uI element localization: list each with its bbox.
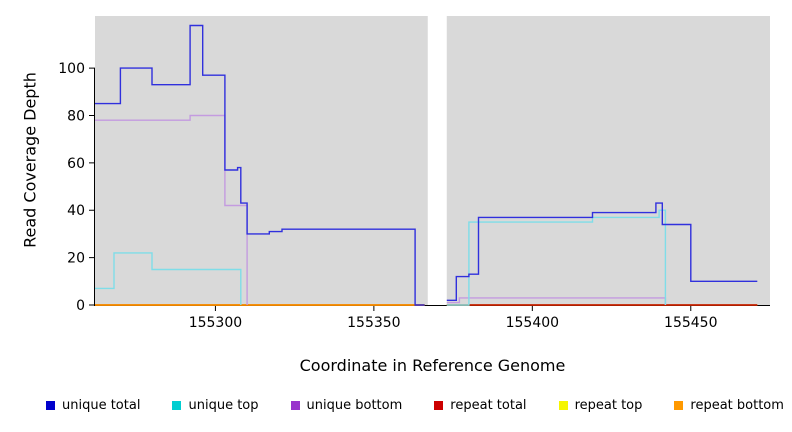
legend-label: repeat bottom xyxy=(690,398,784,413)
legend-item-repeat-top: repeat top xyxy=(558,398,643,413)
y-tick-label: 0 xyxy=(76,298,85,314)
series-unique-total xyxy=(95,24,758,306)
legend-label: unique top xyxy=(188,398,259,413)
legend-swatch-icon xyxy=(172,401,182,410)
legend-swatch-icon xyxy=(46,401,55,410)
x-tick-label: 155350 xyxy=(347,315,400,331)
legend-swatch-icon xyxy=(290,401,300,410)
legend-swatch-icon xyxy=(674,401,684,410)
y-tick-label: 20 xyxy=(67,251,85,267)
legend-item-repeat-total: repeat total xyxy=(434,398,527,413)
y-tick-label: 80 xyxy=(67,108,85,124)
legend-item-unique-bottom: unique bottom xyxy=(290,398,403,413)
legend-item-unique-top: unique top xyxy=(172,398,259,413)
coverage-gap-band xyxy=(427,16,447,305)
legend: unique total unique top unique bottom repea… xyxy=(46,398,784,413)
y-tick-label: 100 xyxy=(58,61,85,77)
legend-label: unique total xyxy=(62,398,141,413)
legend-label: repeat total xyxy=(450,398,527,413)
plot-area: 155300 155350 155400 155450 0 20 40 60 80 100 xyxy=(58,16,770,331)
x-tick-label: 155300 xyxy=(189,315,242,331)
legend-item-unique-total: unique total xyxy=(46,398,140,413)
x-axis-title: Coordinate in Reference Genome xyxy=(299,356,566,375)
x-tick-label: 155450 xyxy=(664,315,717,331)
legend-label: unique bottom xyxy=(306,398,403,413)
x-tick-label: 155400 xyxy=(506,315,559,331)
y-tick-label: 60 xyxy=(67,156,85,172)
legend-swatch-icon xyxy=(434,401,444,410)
legend-swatch-icon xyxy=(558,401,568,410)
legend-label: repeat top xyxy=(574,398,643,413)
legend-item-repeat-bottom: repeat bottom xyxy=(674,398,784,413)
y-tick-label: 40 xyxy=(67,203,85,219)
y-axis-title: Read Coverage Depth xyxy=(20,72,40,248)
